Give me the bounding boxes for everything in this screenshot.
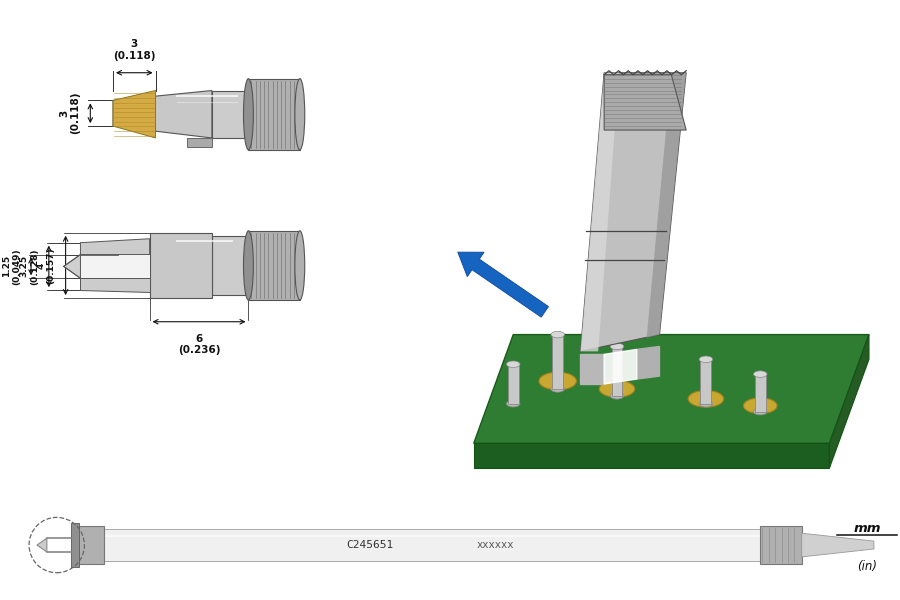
Ellipse shape <box>507 361 520 367</box>
Polygon shape <box>212 91 248 138</box>
Ellipse shape <box>610 343 624 350</box>
Text: mm: mm <box>853 522 881 535</box>
Ellipse shape <box>599 380 634 397</box>
Polygon shape <box>604 75 686 130</box>
Text: 6
(0.236): 6 (0.236) <box>178 334 220 355</box>
Ellipse shape <box>699 356 713 362</box>
Polygon shape <box>113 91 212 138</box>
Polygon shape <box>612 346 623 396</box>
Polygon shape <box>149 233 212 298</box>
Polygon shape <box>187 138 212 147</box>
Ellipse shape <box>610 392 624 399</box>
Polygon shape <box>80 254 149 278</box>
Bar <box>80 254 149 278</box>
Text: C245651: C245651 <box>346 540 393 550</box>
Polygon shape <box>508 364 518 404</box>
Ellipse shape <box>244 231 254 300</box>
Polygon shape <box>80 239 149 254</box>
Text: 3
(0.118): 3 (0.118) <box>58 92 80 134</box>
Polygon shape <box>473 335 869 443</box>
Text: 4
(0.157): 4 (0.157) <box>36 247 56 284</box>
Polygon shape <box>580 73 686 352</box>
FancyArrow shape <box>458 252 548 317</box>
Text: 3
(0.118): 3 (0.118) <box>113 39 156 61</box>
Polygon shape <box>37 538 47 552</box>
Polygon shape <box>580 73 619 352</box>
Bar <box>70 523 79 567</box>
Text: xxxxxx: xxxxxx <box>477 540 514 550</box>
Polygon shape <box>80 278 149 292</box>
Ellipse shape <box>551 331 564 338</box>
Polygon shape <box>113 91 156 138</box>
Bar <box>100 529 764 561</box>
Text: 1.25
(0.049): 1.25 (0.049) <box>2 248 22 285</box>
Ellipse shape <box>753 409 767 415</box>
Text: (in): (in) <box>857 560 877 573</box>
Polygon shape <box>553 335 563 389</box>
Polygon shape <box>580 355 604 384</box>
Bar <box>76 526 104 564</box>
Ellipse shape <box>507 400 520 407</box>
Polygon shape <box>830 335 869 468</box>
Ellipse shape <box>539 372 577 390</box>
Bar <box>248 231 300 300</box>
Ellipse shape <box>753 371 767 377</box>
Bar <box>760 526 802 564</box>
Ellipse shape <box>295 231 305 300</box>
Ellipse shape <box>743 398 777 413</box>
Polygon shape <box>700 359 711 404</box>
Polygon shape <box>473 443 830 468</box>
Polygon shape <box>212 236 248 295</box>
Text: 3.25
(0.128): 3.25 (0.128) <box>20 248 39 284</box>
Polygon shape <box>646 73 686 338</box>
Polygon shape <box>802 533 874 557</box>
Ellipse shape <box>244 79 254 150</box>
Ellipse shape <box>699 400 713 407</box>
Polygon shape <box>604 349 637 384</box>
Bar <box>248 79 300 150</box>
Polygon shape <box>755 374 766 412</box>
Polygon shape <box>64 254 80 278</box>
Ellipse shape <box>551 386 564 392</box>
Polygon shape <box>637 346 660 379</box>
Ellipse shape <box>295 79 305 150</box>
Ellipse shape <box>688 391 724 407</box>
